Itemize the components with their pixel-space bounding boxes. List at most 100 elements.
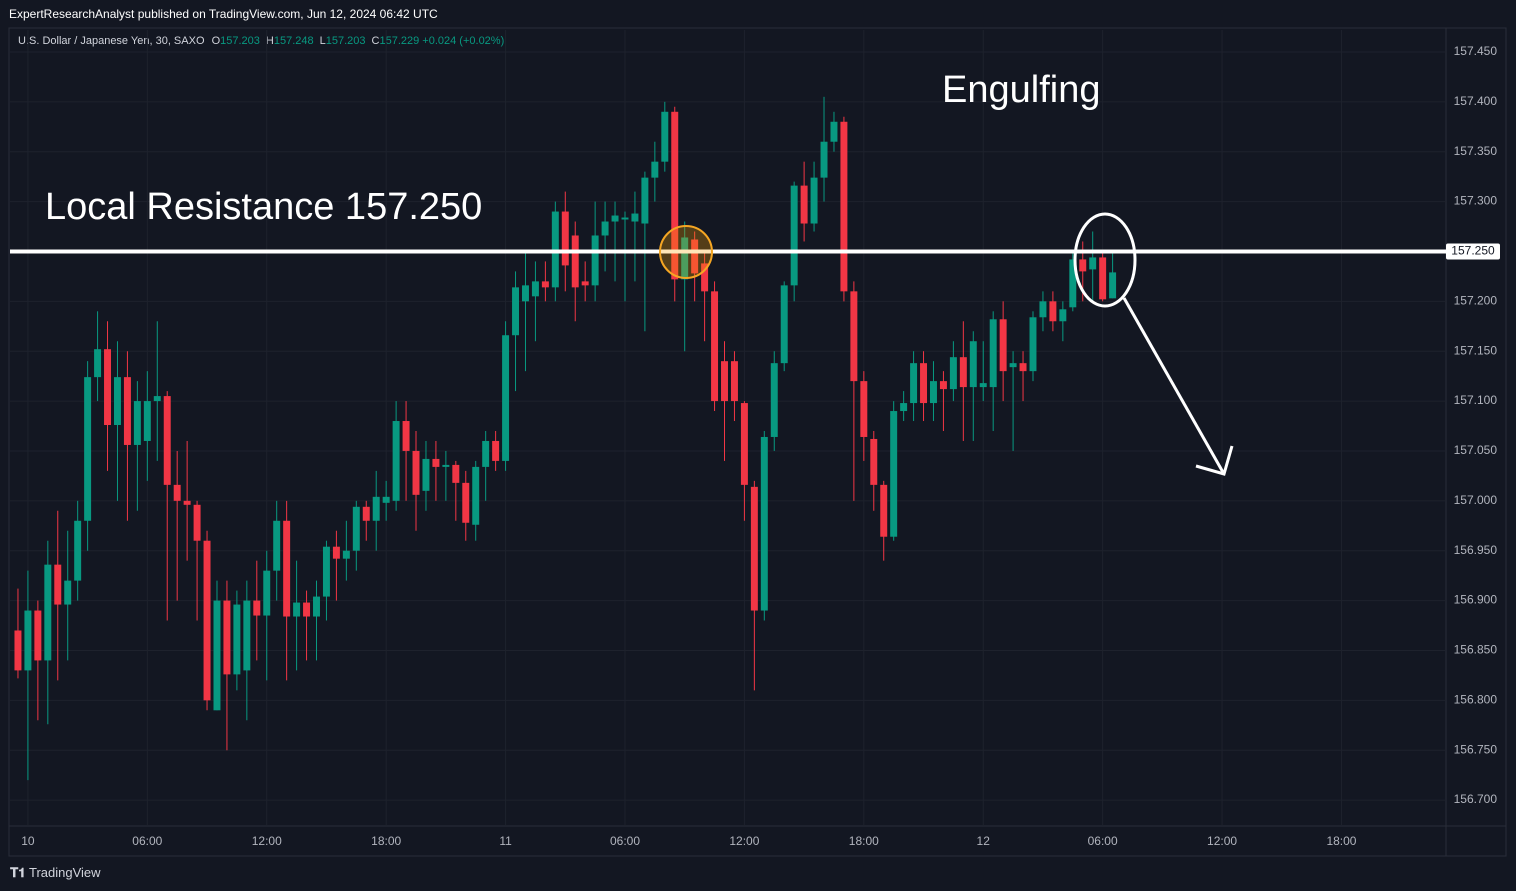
candle-body: [711, 291, 719, 402]
x-tick-label: 12:00: [252, 834, 282, 848]
candle-body: [34, 610, 42, 661]
candle-body: [74, 520, 82, 581]
candle-body: [631, 213, 639, 222]
engulfing-ellipse: [1073, 212, 1137, 308]
candle-body: [243, 600, 251, 671]
candle-body: [661, 111, 669, 162]
candle-body: [790, 185, 798, 286]
candle-body: [681, 237, 689, 280]
candle-body: [561, 211, 569, 266]
y-tick-label: 157.000: [1454, 493, 1498, 507]
candle-body: [770, 363, 778, 437]
candle-body: [362, 506, 370, 521]
candle-body: [939, 381, 947, 390]
candle-body: [133, 401, 141, 445]
candle-body: [969, 341, 977, 388]
ohlc: O157.203 H157.248 L157.203 C157.229: [208, 35, 420, 47]
candle-body: [233, 604, 241, 675]
candle-body: [372, 496, 380, 521]
candle-body: [402, 421, 410, 451]
candle-body: [1109, 272, 1117, 299]
x-tick-label: 12:00: [1207, 834, 1237, 848]
ohlc-key: O: [211, 35, 221, 47]
candle-body: [452, 464, 460, 483]
x-tick-label: 06:00: [132, 834, 162, 848]
candle-body: [979, 383, 987, 388]
candle-body: [581, 281, 589, 286]
candle-body: [153, 396, 161, 402]
ohlc-key: H: [265, 35, 274, 47]
plot-frame: [8, 27, 1507, 857]
candle-body: [810, 177, 818, 224]
ohlc-value: 157.248: [273, 35, 314, 47]
y-tick-label: 157.100: [1454, 393, 1498, 407]
candle-body: [512, 287, 520, 336]
y-tick-label: 157.400: [1454, 94, 1498, 108]
candle-body: [920, 363, 928, 404]
candle-body: [1059, 309, 1067, 322]
x-tick-label: 11: [499, 834, 512, 848]
candle-body: [1009, 363, 1017, 368]
candle-body: [273, 520, 281, 571]
footer: 𝐓𝟏 TradingView: [10, 865, 101, 880]
candle-body: [959, 357, 967, 388]
candle-body: [721, 361, 728, 402]
published-note: ExpertResearchAnalyst published on Tradi…: [9, 7, 438, 21]
candle-body: [392, 421, 400, 501]
candle-body: [641, 177, 649, 224]
symbol: U.S. Dollar / Japanese Yen, 30, SAXO: [18, 35, 205, 47]
candle-body: [143, 401, 151, 441]
candle-body: [1049, 301, 1057, 322]
price-label-box: [1446, 243, 1500, 260]
candle-body: [929, 381, 937, 404]
candle-body: [502, 335, 510, 461]
x-tick-label: 06:00: [610, 834, 640, 848]
candle-body: [342, 550, 350, 559]
candle-body: [800, 185, 808, 224]
candle-body: [651, 161, 659, 178]
candle-body: [422, 458, 430, 491]
arrow-head: [1195, 445, 1234, 476]
y-tick-label: 156.900: [1454, 593, 1498, 607]
candle-body: [1079, 259, 1087, 272]
candle-body: [880, 484, 888, 537]
candle-body: [830, 121, 838, 142]
candle-body: [750, 486, 758, 611]
y-tick-label: 157.300: [1454, 194, 1498, 208]
candle-body: [691, 239, 699, 274]
candle-body: [352, 506, 360, 551]
y-tick-label: 157.150: [1454, 343, 1498, 357]
candle-body: [123, 377, 131, 445]
x-tick-label: 18:00: [1326, 834, 1356, 848]
candle-body: [253, 600, 261, 616]
candle-body: [213, 600, 221, 711]
candle-body: [949, 357, 957, 390]
candle-body: [322, 546, 330, 597]
candle-body: [472, 466, 480, 525]
symbol-legend: U.S. Dollar / Japanese Yen, 30, SAXO O 15…: [18, 35, 504, 47]
candle-body: [621, 217, 629, 220]
candle-body: [730, 361, 738, 402]
candle-body: [303, 602, 311, 617]
ohlc-key: L: [319, 35, 326, 47]
candle-body: [163, 396, 171, 485]
candle-body: [860, 381, 868, 437]
candle-body: [313, 596, 320, 617]
x-tick-label: 12: [977, 834, 991, 848]
candle-body: [64, 580, 72, 605]
candle-body: [263, 570, 271, 616]
x-tick-label: 18:00: [849, 834, 879, 848]
candle-body: [432, 458, 440, 467]
candle-body: [999, 319, 1007, 372]
highlight-circle: [659, 225, 713, 279]
candle-body: [780, 285, 788, 364]
candle-body: [283, 520, 291, 617]
candle-body: [989, 319, 997, 388]
y-tick-label: 156.850: [1454, 643, 1498, 657]
candle-body: [760, 436, 768, 611]
x-tick-label: 12:00: [729, 834, 759, 848]
brand: TradingView: [29, 865, 101, 880]
ohlc-key: C: [371, 35, 380, 47]
candle-body: [820, 141, 828, 178]
